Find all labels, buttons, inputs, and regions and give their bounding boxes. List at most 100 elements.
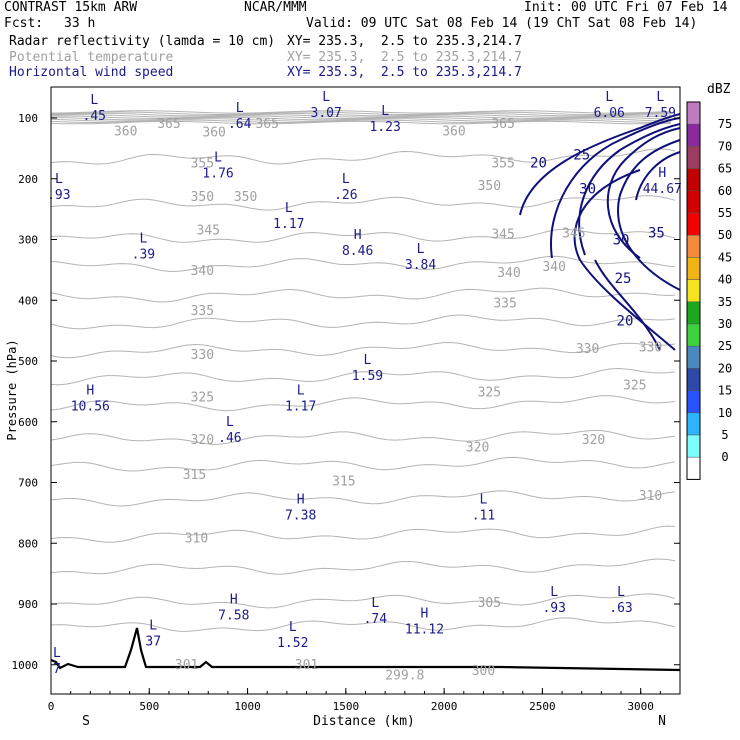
theta-contour-label: 360 xyxy=(442,124,465,139)
colorbar-swatch xyxy=(686,146,701,169)
extremum-marker: L xyxy=(364,353,372,368)
theta-contour-line xyxy=(50,593,676,609)
colorbar-label: 10 xyxy=(718,406,732,420)
x-axis-title: Distance (km) xyxy=(313,714,415,729)
y-tick-label: 1000 xyxy=(12,659,39,672)
theta-contour-label: 345 xyxy=(491,228,514,243)
colorbar-swatch xyxy=(686,101,701,125)
terrain xyxy=(50,627,681,672)
init-time: Init: 00 UTC Fri 07 Feb 14 xyxy=(524,0,728,15)
colorbar-label: 50 xyxy=(718,228,732,242)
theta-contour-line xyxy=(50,255,676,273)
theta-contour-label: 360 xyxy=(114,124,137,139)
theta-contour-label: 325 xyxy=(191,390,214,405)
x-tick-label: 3000 xyxy=(627,700,654,713)
colorbar-swatch xyxy=(686,234,701,258)
colorbar-swatch xyxy=(686,279,701,303)
extremum-marker: H xyxy=(354,228,362,243)
colorbar-label: 70 xyxy=(718,139,732,153)
wind-contour-label: 30 xyxy=(613,233,630,249)
theta-contour-line xyxy=(50,367,676,386)
terrain-line xyxy=(50,627,681,672)
theta-contour-label: 310 xyxy=(639,489,662,504)
x-tick-label: 1000 xyxy=(234,700,261,713)
theta-contour-line xyxy=(50,110,672,114)
theta-contour-line xyxy=(50,490,676,507)
theta-contour-line xyxy=(50,456,676,472)
theta-contour-line xyxy=(50,228,676,243)
extremum-marker: L xyxy=(236,101,244,116)
colorbar-label: 55 xyxy=(718,206,732,220)
theta-contour-line xyxy=(50,148,676,165)
extremum-value: 7.58 xyxy=(218,608,249,623)
theta-contour-label: 365 xyxy=(491,117,514,132)
theta-contour-label: 355 xyxy=(491,157,514,172)
theta-contour-label: 345 xyxy=(197,223,220,238)
colorbar-label: 40 xyxy=(718,273,732,287)
extremum-value: .93 xyxy=(542,601,565,616)
theta-contour-line xyxy=(50,120,672,125)
colorbar-swatch xyxy=(686,345,701,369)
extremum-value: 37 xyxy=(145,634,161,649)
extremum-value: .64 xyxy=(228,117,252,132)
field-wind-xy: XY= 235.3, 2.5 to 235.3,214.7 xyxy=(287,65,522,80)
y-tick-label: 900 xyxy=(18,598,38,611)
x-tick-label: 2000 xyxy=(431,700,458,713)
y-tick-label: 400 xyxy=(18,294,38,307)
wind-contour-label: 20 xyxy=(617,314,634,330)
theta-contour-label: 365 xyxy=(255,117,278,132)
theta-contour-label: 330 xyxy=(639,341,662,356)
y-tick-label: 300 xyxy=(18,234,38,247)
field-reflectivity: Radar reflectivity (lamda = 10 cm) xyxy=(9,34,276,49)
wind-speed-contours xyxy=(519,113,681,351)
extremum-value: 10.56 xyxy=(71,399,110,414)
colorbar-label: 65 xyxy=(718,162,732,176)
extremum-value: 44.67 xyxy=(643,182,682,197)
extremum-marker: L xyxy=(322,90,330,105)
theta-contour-label: 335 xyxy=(191,304,214,319)
y-tick-label: 500 xyxy=(18,355,38,368)
theta-contour-line xyxy=(50,429,676,445)
theta-contour-line xyxy=(50,111,672,116)
colorbar-label: 60 xyxy=(718,184,732,198)
extremum-marker: H xyxy=(658,166,666,181)
extremum-value: 7.59 xyxy=(645,106,676,121)
extremum-marker: L xyxy=(381,104,389,119)
colorbar: 0 5 10 15 20 25 30 35 40 45 50 55 60 65 70 75 xyxy=(686,101,732,480)
extremum-marker: L xyxy=(289,620,297,635)
colorbar-swatch xyxy=(686,190,701,214)
theta-contour-label: 335 xyxy=(493,296,516,311)
extremum-value: 7.38 xyxy=(285,509,316,524)
theta-contour-label: 340 xyxy=(542,260,565,275)
extremum-marker: L xyxy=(53,646,61,661)
colorbar-label: 25 xyxy=(718,339,732,353)
extremum-value: 1.17 xyxy=(273,217,304,232)
extremum-value: 1.76 xyxy=(202,167,233,182)
theta-contour-line xyxy=(50,341,676,359)
extremum-value: 8.46 xyxy=(342,244,373,259)
extremum-value: .46 xyxy=(218,431,241,446)
extremum-marker: L xyxy=(605,90,613,105)
theta-contour-label: 315 xyxy=(332,474,355,489)
theta-contour-label: 350 xyxy=(234,190,257,205)
wind-contour-label: 20 xyxy=(530,156,547,172)
colorbar-border xyxy=(686,101,701,480)
colorbar-label: 35 xyxy=(718,295,732,309)
org-label: NCAR/MMM xyxy=(244,0,307,15)
theta-contour-label: 350 xyxy=(191,190,214,205)
extremum-marker: H xyxy=(230,592,238,607)
extremum-value: 3.07 xyxy=(311,106,342,121)
theta-contour-line xyxy=(50,287,676,303)
theta-contour-label: 320 xyxy=(466,440,489,455)
extremum-marker: L xyxy=(214,151,222,166)
wind-contour-line xyxy=(550,117,681,259)
extremum-value: 6.06 xyxy=(594,106,625,121)
wind-contour-line xyxy=(617,139,681,291)
y-tick-label: 700 xyxy=(18,477,38,490)
extremum-value: .93 xyxy=(47,188,70,203)
wind-contour-line xyxy=(635,151,681,201)
fcst-value: 33 h xyxy=(64,16,96,31)
extremum-marker: L xyxy=(342,172,350,187)
field-reflectivity-xy: XY= 235.3, 2.5 to 235.3,214.7 xyxy=(287,34,522,49)
colorbar-label: 15 xyxy=(718,384,732,398)
